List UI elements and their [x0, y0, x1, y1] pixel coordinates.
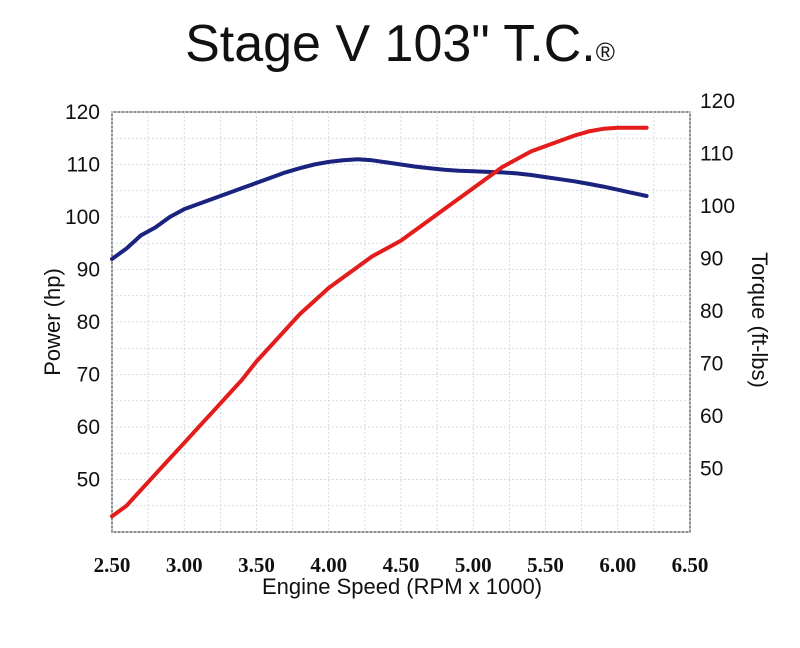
x-tick-label: 4.00 — [310, 553, 347, 577]
x-tick-label: 5.00 — [455, 553, 492, 577]
x-tick-label: 5.50 — [527, 553, 564, 577]
y-right-tick-label: 80 — [700, 300, 723, 323]
y-left-tick-label: 120 — [65, 101, 100, 124]
x-tick-label: 6.50 — [672, 553, 709, 577]
series-group — [110, 125, 649, 519]
x-axis-label: Engine Speed (RPM x 1000) — [262, 574, 542, 599]
grid-lines — [111, 111, 691, 533]
y-left-tick-label: 60 — [77, 416, 100, 439]
power-series-line — [110, 157, 649, 261]
y-right-tick-label: 90 — [700, 248, 723, 271]
y-right-tick-label: 100 — [700, 195, 735, 218]
y-right-tick-label: 50 — [700, 458, 723, 481]
registered-mark: ® — [595, 37, 615, 67]
y-left-tick-label: 90 — [77, 259, 100, 282]
title-text: Stage V 103" T.C. — [185, 15, 596, 73]
x-tick-label: 3.00 — [166, 553, 203, 577]
chart-title: Stage V 103" T.C.® — [0, 14, 800, 74]
x-tick-labels: 2.50 3.00 3.50 4.00 4.50 5.00 5.50 6.00 6.50 — [94, 553, 709, 577]
x-tick-label: 2.50 — [94, 553, 131, 577]
y-left-tick-label: 80 — [77, 311, 100, 334]
y-left-tick-label: 110 — [67, 154, 100, 177]
x-tick-label: 3.50 — [238, 553, 275, 577]
y-right-tick-labels: 50 60 70 80 90 100 110 120 — [700, 90, 735, 481]
y-right-tick-label: 70 — [700, 353, 723, 376]
y-left-tick-labels: 50 60 70 80 90 100 110 120 — [65, 101, 100, 492]
y-right-axis-label: Torque (ft-lbs) — [747, 252, 772, 388]
y-right-tick-label: 120 — [700, 90, 735, 113]
x-tick-label: 6.00 — [599, 553, 636, 577]
y-right-tick-label: 60 — [700, 405, 723, 428]
y-left-axis-label: Power (hp) — [40, 268, 65, 376]
y-right-tick-label: 110 — [700, 143, 733, 166]
torque-series-line — [110, 125, 649, 519]
x-tick-label: 4.50 — [383, 553, 420, 577]
y-left-tick-label: 100 — [65, 206, 100, 229]
y-left-tick-label: 50 — [77, 469, 100, 492]
y-left-tick-label: 70 — [77, 364, 100, 387]
